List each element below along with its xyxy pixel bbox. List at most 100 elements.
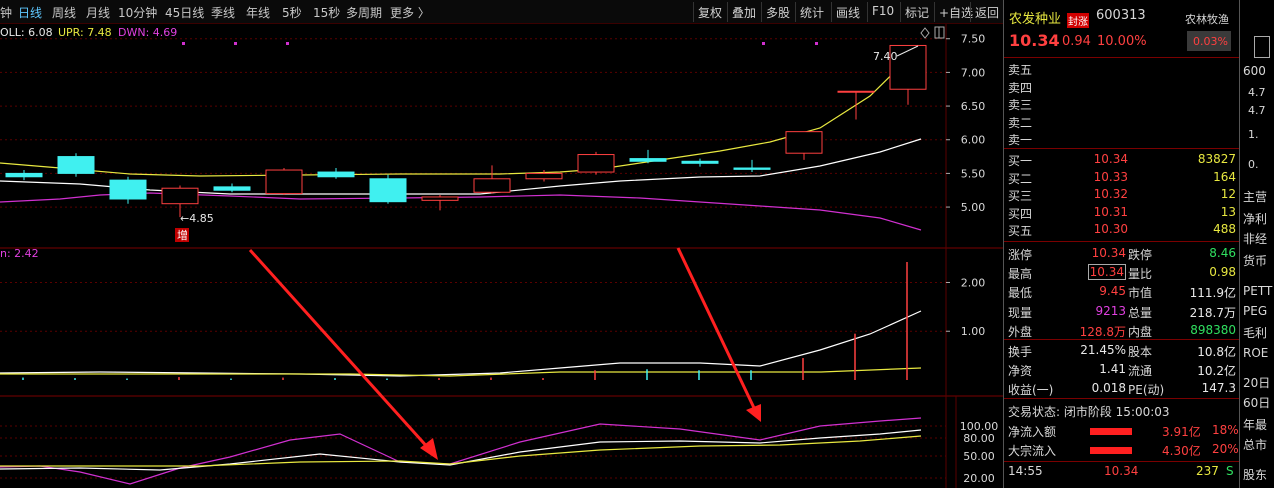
bid-volume: 488 <box>1213 222 1236 237</box>
stat-row: 换手 21.45% 股本 10.8亿 <box>1004 341 1240 360</box>
volume-tick-label: 1.00 <box>961 325 986 338</box>
side-item[interactable]: 货币 <box>1243 254 1268 268</box>
side-item[interactable]: 非经 <box>1243 232 1268 246</box>
ask-label: 卖五 <box>1008 63 1033 77</box>
toolbar-button[interactable]: 统计 <box>795 2 828 22</box>
indicator-tick-label: 80.00 <box>963 432 995 445</box>
toolbar-button[interactable]: F10 <box>867 2 898 22</box>
price-tick-label: 5.00 <box>961 201 986 214</box>
period-tab[interactable]: 年线 <box>246 6 271 20</box>
side-item[interactable]: 净利 <box>1243 212 1268 226</box>
annotation-arrow-right <box>676 247 761 422</box>
stat-row: 外盘 128.8万 内盘 898380 <box>1004 321 1240 340</box>
side-item[interactable]: 4.7 <box>1248 86 1266 99</box>
side-item[interactable]: 总市 <box>1243 438 1268 452</box>
side-item[interactable]: 毛利 <box>1243 326 1268 340</box>
period-tab[interactable]: 10分钟 <box>118 6 158 20</box>
bid-row[interactable]: 买五 10.30 488 <box>1004 221 1240 238</box>
stat-label: 量比 <box>1128 267 1153 282</box>
indicator-tick-label: 50.00 <box>963 450 995 463</box>
period-tab[interactable]: 多周期 <box>346 6 383 20</box>
candle-body <box>577 154 615 173</box>
flow-pct: 18% <box>1212 423 1239 437</box>
bid-row[interactable]: 买四 10.31 13 <box>1004 204 1240 221</box>
ask-row[interactable]: 卖四 <box>1004 78 1240 95</box>
price-change-pct: 10.00% <box>1097 34 1147 49</box>
period-tab[interactable]: 季线 <box>211 6 236 20</box>
side-item[interactable]: PETT <box>1243 284 1273 298</box>
ask-row[interactable]: 卖二 <box>1004 113 1240 130</box>
side-info-panel: 600 4.7 4.7 1. 0. 主营净利非经货币 PETT PEG 毛利 ROE 20日 60日年… <box>1239 0 1274 488</box>
side-item[interactable]: 主营 <box>1243 190 1268 204</box>
kline-chart[interactable]: OLL: 6.08 UPR: 7.48 DWN: 4.69 n: 2.42 7.… <box>0 24 1003 488</box>
bid-price: 10.32 <box>1093 187 1128 202</box>
tick-volume: 237 <box>1196 464 1219 478</box>
side-item[interactable]: 60日 <box>1243 396 1271 410</box>
toolbar-button[interactable]: 画线 <box>831 2 864 22</box>
period-tab[interactable]: 5秒 <box>282 6 302 20</box>
side-item[interactable]: 1. <box>1248 128 1259 141</box>
period-tab[interactable]: 周线 <box>52 6 77 20</box>
toolbar-button[interactable]: 复权 <box>693 2 726 22</box>
side-item[interactable]: 20日 <box>1243 376 1271 390</box>
stat-label: 最低 <box>1008 286 1033 301</box>
period-tab[interactable]: 15秒 <box>313 6 341 20</box>
bid-row[interactable]: 买一 10.34 83827 <box>1004 151 1240 168</box>
toolbar-button[interactable]: 叠加 <box>727 2 760 22</box>
price-tick-label: 6.50 <box>961 100 986 113</box>
toolbar-button[interactable]: 多股 <box>761 2 794 22</box>
price-tick-label: 6.00 <box>961 134 986 147</box>
stock-name[interactable]: 农发种业 <box>1009 12 1062 27</box>
bid-label: 买四 <box>1008 206 1033 221</box>
period-tab[interactable]: 月线 <box>86 6 111 20</box>
period-tab[interactable]: 日线 <box>18 6 43 20</box>
ask-row[interactable]: 卖一 <box>1004 130 1240 147</box>
stat-label: 股本 <box>1128 345 1153 359</box>
candle-body <box>161 187 199 205</box>
stat-row: 现量 9213 总量 218.7万 <box>1004 302 1240 321</box>
price-tick-label: 5.50 <box>961 167 986 180</box>
side-item[interactable]: 股东 <box>1243 468 1268 482</box>
period-tab[interactable]: 45日线 <box>165 6 205 20</box>
stat-label: 涨停 <box>1008 248 1033 262</box>
period-tab[interactable]: 更多 〉 <box>390 6 430 20</box>
candle-body <box>525 172 563 180</box>
period-tab[interactable]: 钟 <box>0 6 13 20</box>
chart-settings-icon[interactable] <box>920 27 930 39</box>
side-item[interactable]: 4.7 <box>1248 104 1266 117</box>
divider <box>1004 461 1240 462</box>
side-item[interactable]: 600 <box>1243 64 1266 78</box>
candle-body <box>213 186 251 191</box>
price-tick-label: 7.00 <box>961 66 986 79</box>
side-item[interactable]: PEG <box>1243 304 1268 318</box>
window-toggle-icon[interactable] <box>1254 36 1270 58</box>
stat-value: 21.45% <box>1080 343 1126 357</box>
stat-value: 898380 <box>1190 322 1236 337</box>
upr-label: UPR: 7.48 <box>58 26 112 39</box>
stat-value: 1.41 <box>1099 362 1126 376</box>
dwn-label: DWN: 4.69 <box>118 26 177 39</box>
stat-value: 147.3 <box>1201 381 1236 395</box>
tick-time: 14:55 <box>1008 464 1043 478</box>
ask-row[interactable]: 卖三 <box>1004 95 1240 112</box>
side-item[interactable]: 年最 <box>1243 418 1268 432</box>
toolbar-button[interactable]: 标记 <box>900 2 933 22</box>
chart-window-icon[interactable] <box>934 26 945 39</box>
toolbar-button[interactable]: +自选 <box>934 2 977 22</box>
tick-side: S <box>1226 464 1234 478</box>
ask-row[interactable]: 卖五 <box>1004 60 1240 77</box>
bid-row[interactable]: 买三 10.32 12 <box>1004 186 1240 203</box>
ask-label: 卖三 <box>1008 98 1033 113</box>
stat-label: 收益(一) <box>1008 383 1054 397</box>
sector-name[interactable]: 农林牧渔 <box>1185 13 1229 26</box>
side-item[interactable]: ROE <box>1243 346 1269 360</box>
bid-row[interactable]: 买二 10.33 164 <box>1004 169 1240 186</box>
increase-marker <box>175 228 189 242</box>
indicator-yellow-line <box>0 435 922 467</box>
side-item[interactable]: 0. <box>1248 158 1259 171</box>
volume-tick-label: 2.00 <box>961 276 986 289</box>
toolbar-button[interactable]: 返回 <box>970 2 1003 22</box>
candle-body <box>57 156 95 174</box>
stock-code: 600313 <box>1096 8 1146 23</box>
candle-body <box>265 169 303 195</box>
